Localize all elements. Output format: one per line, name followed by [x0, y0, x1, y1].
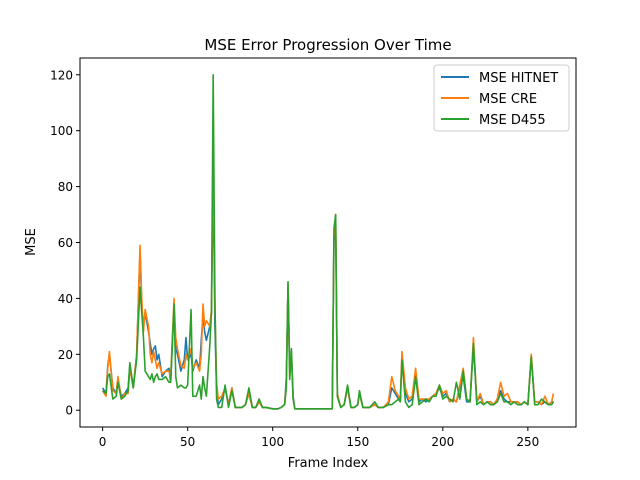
- x-tick-label: 150: [346, 435, 369, 449]
- legend: MSE HITNET MSE CRE MSE D455: [433, 64, 570, 132]
- legend-label-1: MSE HITNET: [479, 71, 558, 86]
- x-tick-label: 250: [516, 435, 539, 449]
- y-tick-label: 40: [58, 292, 73, 306]
- series-line-2: [101, 143, 555, 410]
- x-tick-label: 50: [180, 435, 195, 449]
- x-tick-label: 200: [431, 435, 454, 449]
- x-tick-label: 0: [99, 435, 107, 449]
- series-layer: [101, 73, 555, 410]
- x-tick-label: 100: [261, 435, 284, 449]
- series-line-3: [102, 73, 555, 410]
- legend-box: [433, 64, 570, 132]
- y-tick-label: 0: [65, 404, 73, 418]
- legend-label-2: MSE CRE: [479, 92, 537, 107]
- chart-title: MSE Error Progression Over Time: [204, 36, 451, 54]
- x-axis-ticks: 0 50 100 150 200 250: [99, 427, 539, 449]
- y-axis-ticks: 0 20 40 60 80 100 120: [50, 68, 80, 418]
- y-tick-label: 120: [50, 68, 73, 82]
- y-tick-label: 20: [58, 348, 73, 362]
- legend-label-3: MSE D455: [479, 113, 546, 128]
- y-tick-label: 100: [50, 124, 73, 138]
- y-tick-label: 60: [58, 236, 73, 250]
- y-axis-label: MSE: [24, 228, 39, 256]
- x-axis-label: Frame Index: [288, 456, 369, 471]
- y-tick-label: 80: [58, 180, 73, 194]
